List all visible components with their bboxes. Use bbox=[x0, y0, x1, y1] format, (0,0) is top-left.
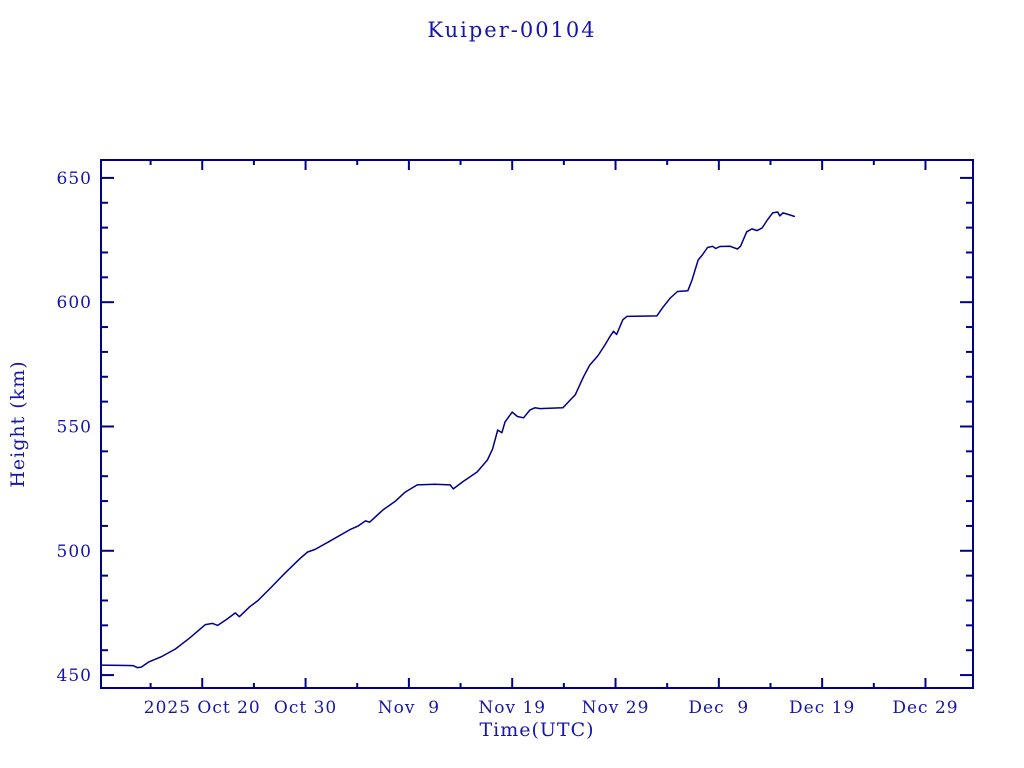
x-tick-label: 2025 Oct 20 bbox=[144, 698, 261, 718]
y-tick-label: 650 bbox=[57, 169, 92, 189]
y-tick-label: 450 bbox=[57, 666, 92, 686]
chart-title: Kuiper-00104 bbox=[427, 18, 597, 42]
x-axis-title: Time(UTC) bbox=[479, 719, 595, 741]
height-series-line bbox=[100, 211, 796, 669]
x-tick-label: Dec 9 bbox=[688, 698, 749, 718]
axis-frame bbox=[100, 159, 974, 689]
x-tick-label: Nov 29 bbox=[582, 698, 650, 718]
x-tick-label: Dec 29 bbox=[892, 698, 958, 718]
x-tick-label: Nov 19 bbox=[478, 698, 546, 718]
x-tick-label: Dec 19 bbox=[789, 698, 855, 718]
y-tick-label: 500 bbox=[57, 542, 92, 562]
y-tick-label: 600 bbox=[57, 293, 92, 313]
x-tick-label: Nov 9 bbox=[378, 698, 440, 718]
x-tick-label: Oct 30 bbox=[274, 698, 337, 718]
y-tick-label: 550 bbox=[57, 417, 92, 437]
